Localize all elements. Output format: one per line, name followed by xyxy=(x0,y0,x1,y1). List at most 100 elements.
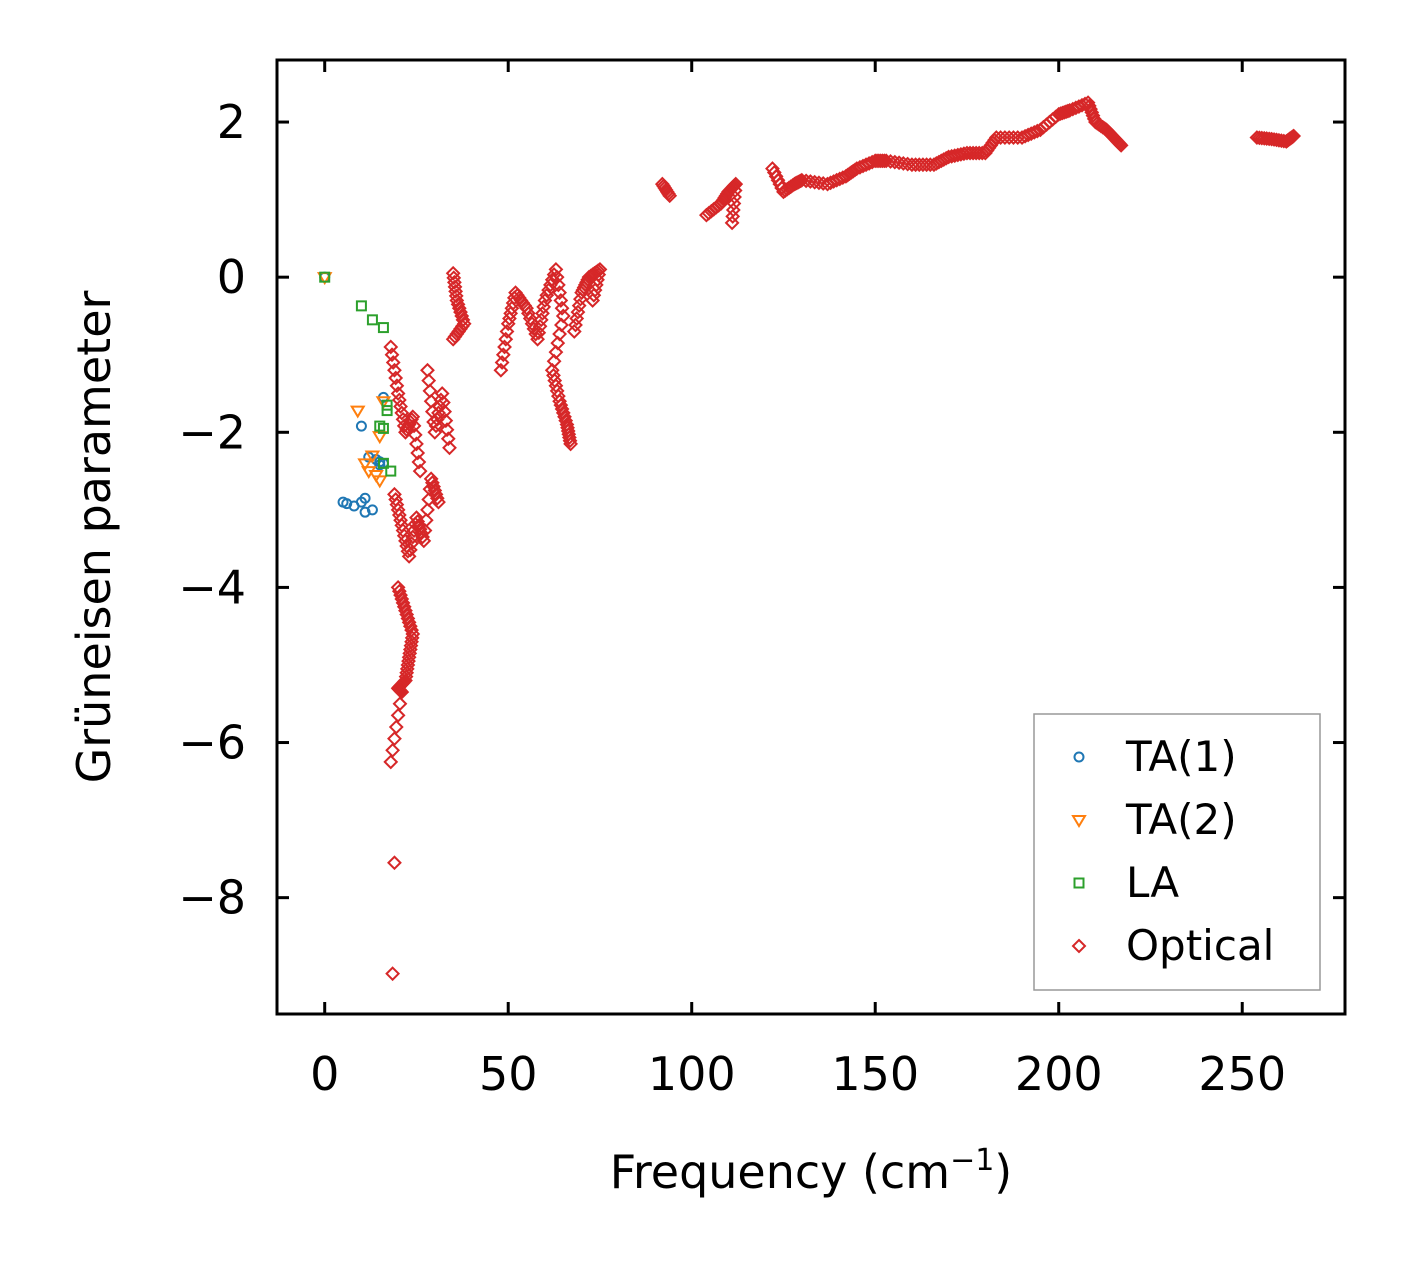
optical-point xyxy=(971,145,987,161)
optical-point xyxy=(402,645,418,661)
optical-point xyxy=(1029,123,1045,139)
legend-ta-2-label: TA(2) xyxy=(1125,795,1237,844)
optical-point xyxy=(440,431,456,447)
optical-point xyxy=(405,409,421,425)
optical-point xyxy=(426,479,442,494)
optical-point xyxy=(453,304,468,320)
optical-point xyxy=(429,490,445,506)
optical-point xyxy=(1113,137,1129,153)
optical-point xyxy=(493,362,509,378)
optical-point xyxy=(420,502,435,518)
axis-ticks: 0 50 100 150 200 250 2 0 −2 −4 −6 −8 xyxy=(178,60,1345,1101)
optical-point xyxy=(553,293,569,308)
legend: TA(1) TA(2) LA Optical xyxy=(1033,713,1321,991)
optical-point xyxy=(383,339,399,355)
optical-point xyxy=(798,173,814,189)
optical-point xyxy=(586,287,602,303)
ta-1-point xyxy=(341,498,353,510)
optical-point xyxy=(401,649,417,665)
legend-la-label: LA xyxy=(1126,858,1179,907)
optical-point xyxy=(391,392,407,408)
optical-point xyxy=(396,599,412,615)
optical-point xyxy=(802,174,818,189)
optical-point xyxy=(554,401,570,417)
optical-point xyxy=(399,607,415,622)
la-point xyxy=(381,405,393,417)
optical-point xyxy=(552,393,568,409)
optical-point xyxy=(553,397,569,413)
optical-point xyxy=(549,269,565,285)
optical-point xyxy=(878,153,894,169)
optical-point xyxy=(428,486,444,502)
optical-point xyxy=(883,154,898,169)
optical-point xyxy=(726,196,742,211)
optical-point xyxy=(727,189,742,205)
la-point xyxy=(366,314,378,326)
optical-point xyxy=(405,626,421,642)
ta-1-point xyxy=(355,420,367,432)
optical-point xyxy=(401,614,417,630)
optical-point xyxy=(412,463,428,479)
optical-point xyxy=(439,422,455,438)
optical-point xyxy=(494,355,510,370)
ta-1-point xyxy=(366,504,378,516)
legend-la-marker xyxy=(1073,877,1085,889)
x-tick-label: 200 xyxy=(1015,1047,1103,1101)
optical-point xyxy=(555,405,571,421)
optical-point xyxy=(393,399,408,414)
ta-2-point xyxy=(375,396,392,410)
ta-2-point xyxy=(357,458,373,472)
optical-point xyxy=(410,445,426,461)
optical-point xyxy=(409,436,424,452)
optical-point xyxy=(394,405,410,421)
legend-ta-1-marker xyxy=(1073,751,1085,763)
optical-point xyxy=(445,331,461,347)
optical-point xyxy=(390,386,406,401)
optical-point xyxy=(891,155,907,171)
y-tick-label: 0 xyxy=(217,250,246,304)
optical-point xyxy=(807,174,823,190)
plot-frame xyxy=(275,58,1347,1016)
optical-point xyxy=(498,331,514,347)
optical-point xyxy=(413,525,429,541)
optical-point xyxy=(411,454,427,470)
optical-point xyxy=(396,418,412,434)
optical-point xyxy=(438,413,454,429)
optical-point xyxy=(388,370,404,386)
optical-point xyxy=(398,603,413,619)
optical-point xyxy=(403,638,419,653)
optical-point xyxy=(725,202,741,218)
legend-items: TA(1) TA(2) LA Optical xyxy=(1071,732,1274,970)
optical-point xyxy=(446,270,462,286)
optical-point xyxy=(662,188,678,204)
optical-point xyxy=(407,427,423,443)
optical-point xyxy=(393,587,408,603)
optical-point xyxy=(394,591,410,607)
x-tick-label: 50 xyxy=(479,1047,538,1101)
optical-point xyxy=(385,355,401,370)
optical-point xyxy=(399,661,415,677)
optical-point xyxy=(554,300,570,316)
optical-point xyxy=(431,494,446,510)
la-point xyxy=(355,300,367,312)
optical-point xyxy=(497,339,512,355)
optical-point xyxy=(387,731,402,747)
y-tick-label: −6 xyxy=(178,716,246,770)
optical-point xyxy=(391,583,407,599)
optical-point xyxy=(448,288,464,304)
optical-point xyxy=(424,475,440,491)
data-marks xyxy=(316,95,1302,982)
optical-point xyxy=(389,378,405,394)
optical-point xyxy=(427,483,443,498)
optical-point xyxy=(448,283,464,299)
ta-2-point xyxy=(371,475,388,489)
optical-point xyxy=(552,285,568,301)
optical-point xyxy=(400,611,416,626)
optical-point xyxy=(1286,128,1302,144)
optical-point xyxy=(390,707,406,723)
optical-point xyxy=(388,719,404,735)
optical-point xyxy=(392,696,408,712)
optical-point xyxy=(416,533,432,549)
x-tick-label: 100 xyxy=(648,1047,736,1101)
